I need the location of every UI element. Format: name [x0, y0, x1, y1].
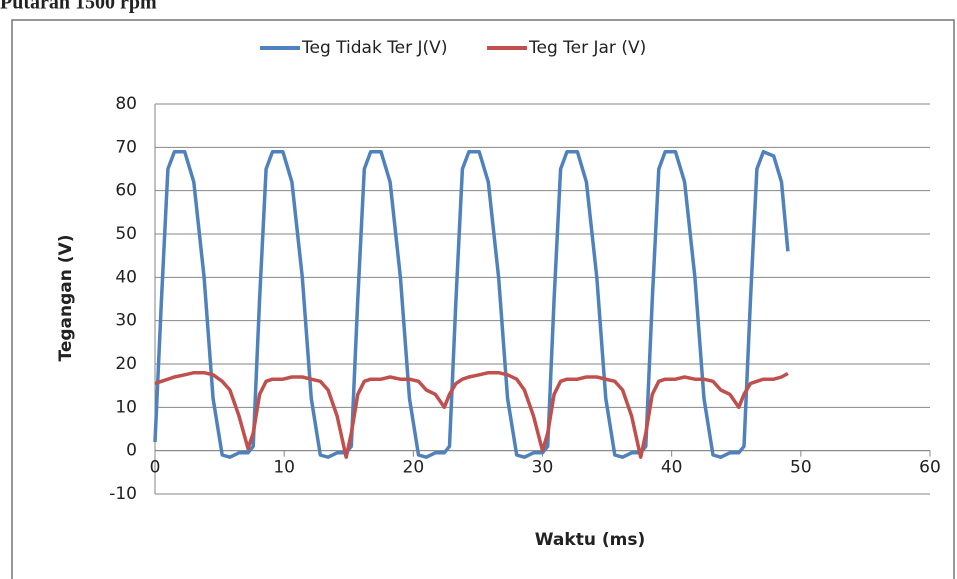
x-axis-label: Waktu (ms) — [535, 530, 645, 550]
line-series — [154, 370, 789, 459]
x-tick-label: 10 — [273, 458, 295, 478]
y-tick-label: 40 — [115, 267, 137, 287]
chart-frame — [11, 19, 955, 579]
y-tick-label: 80 — [115, 94, 137, 114]
x-tick-label: 0 — [150, 458, 161, 478]
x-tick-label: 60 — [919, 458, 941, 478]
y-tick-label: -10 — [109, 484, 137, 504]
y-tick-label: 0 — [126, 441, 137, 461]
y-tick-label: 60 — [115, 181, 137, 201]
y-tick-label: 70 — [115, 137, 137, 157]
line-series — [153, 149, 790, 459]
x-tick-label: 40 — [661, 458, 683, 478]
y-tick-label: 50 — [115, 224, 137, 244]
x-tick-label: 20 — [403, 458, 425, 478]
y-axis-label: Tegangan (V) — [56, 235, 76, 362]
x-tick-label: 50 — [790, 458, 812, 478]
legend-label: Teg Ter Jar (V) — [528, 38, 646, 58]
x-tick-label: 30 — [532, 458, 554, 478]
legend-label: Teg Tidak Ter J(V) — [301, 38, 447, 58]
y-tick-label: 20 — [115, 354, 137, 374]
chart-title: Putaran 1500 rpm — [0, 0, 157, 14]
y-tick-label: 30 — [115, 311, 137, 331]
y-tick-label: 10 — [115, 397, 137, 417]
